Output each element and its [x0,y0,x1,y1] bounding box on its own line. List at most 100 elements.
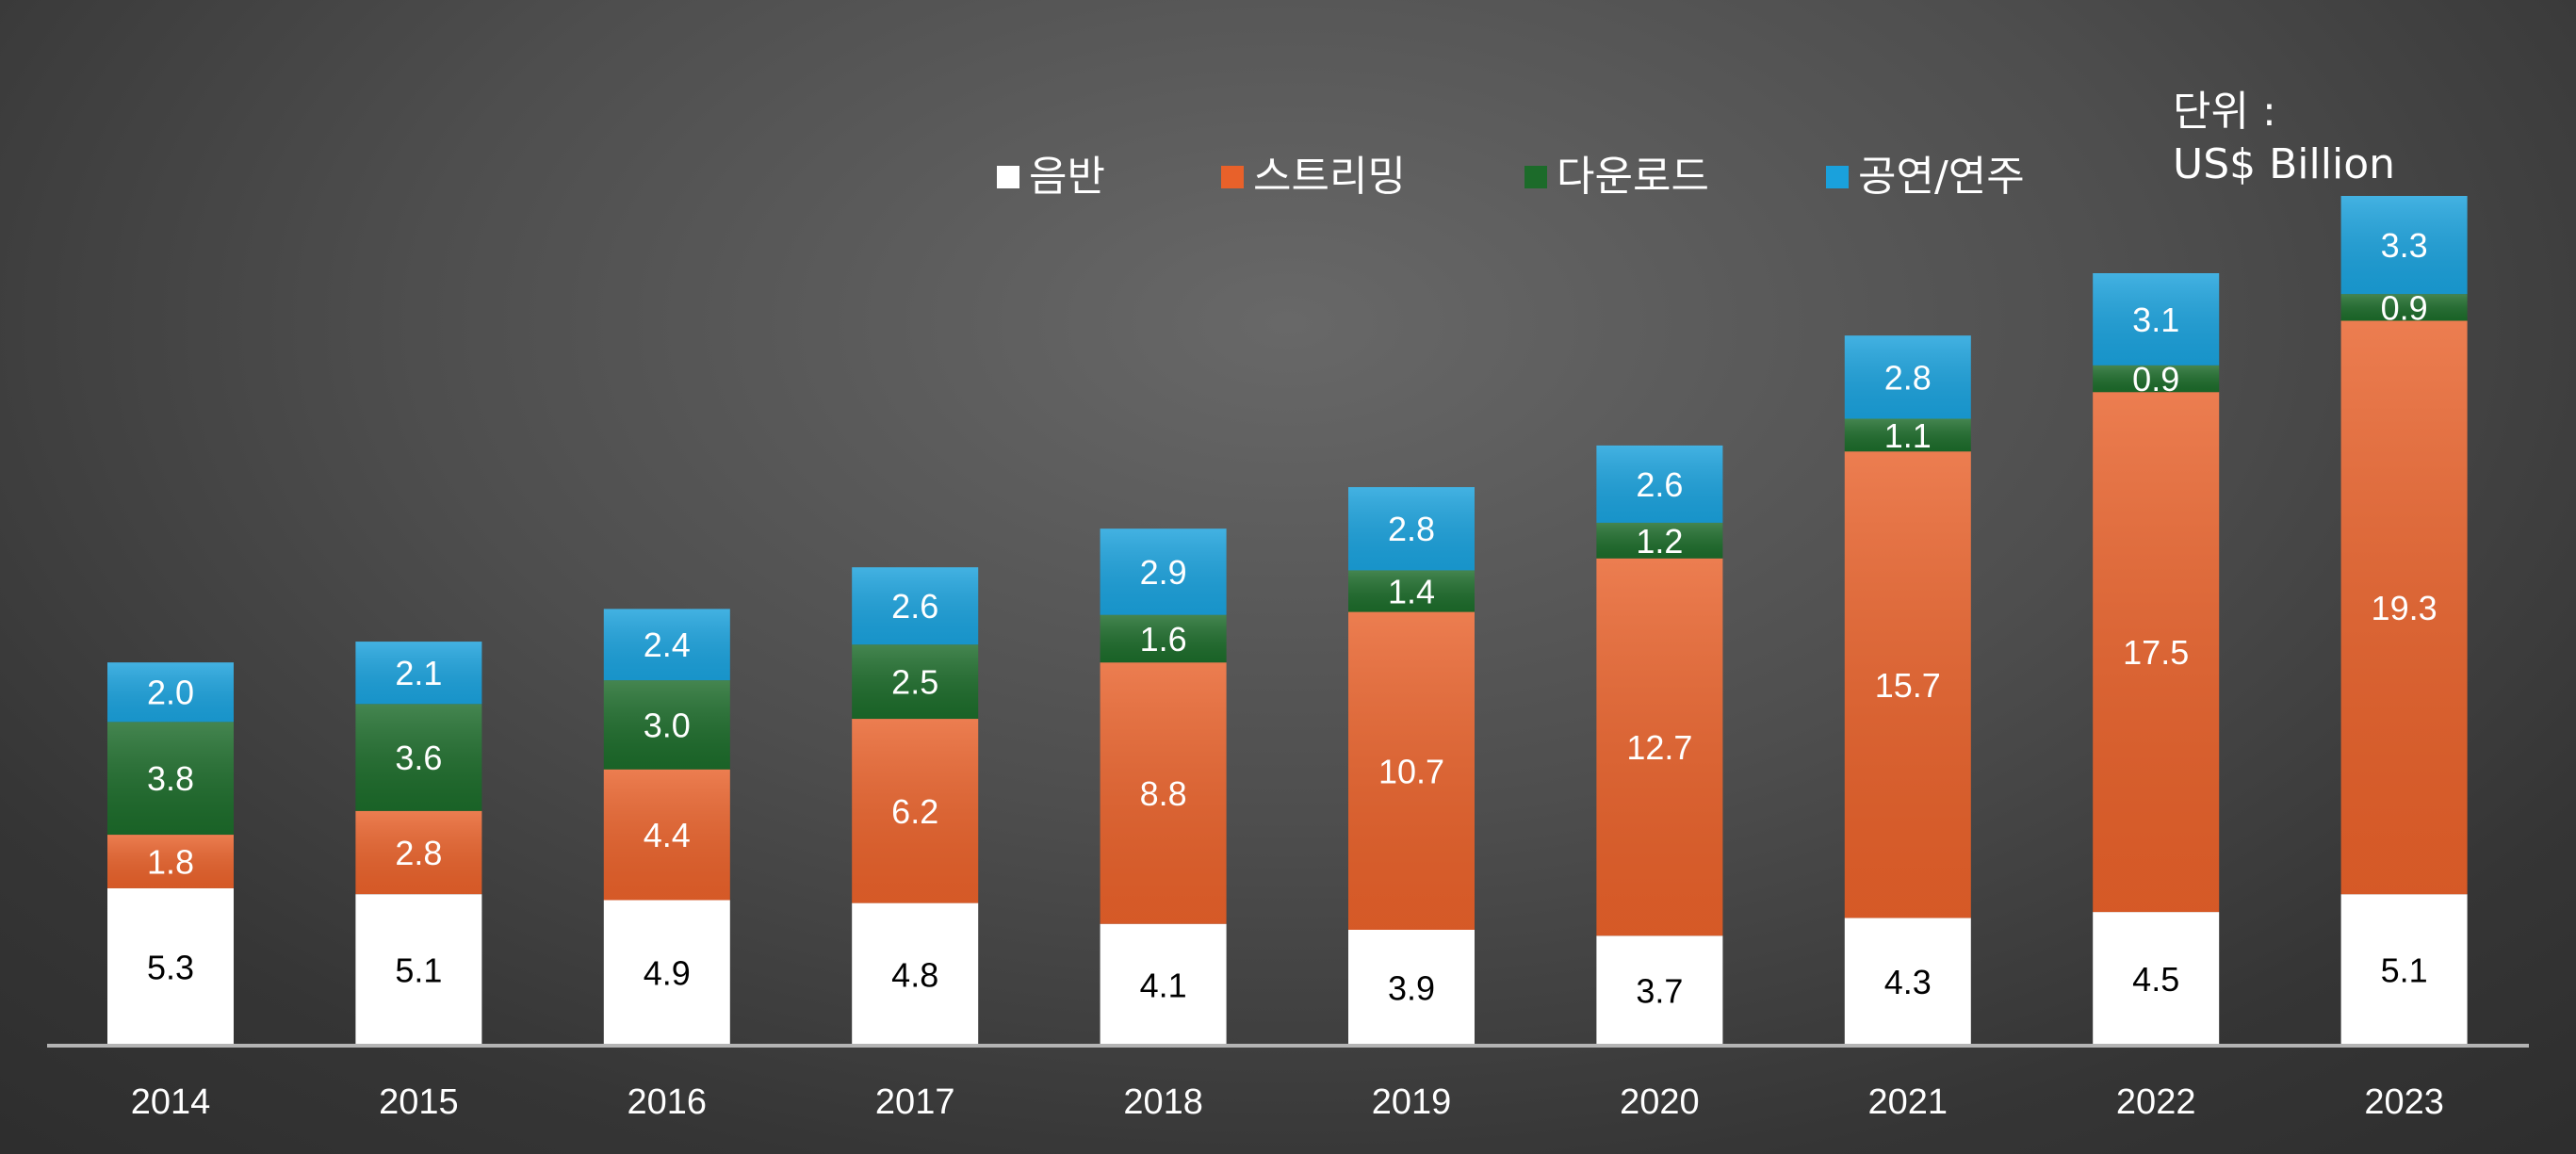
x-tick-label-2017: 2017 [875,1082,955,1122]
data-label-album-2019: 3.9 [1388,969,1435,1008]
data-label-performance-2022: 3.1 [2132,301,2179,339]
data-label-download-2022: 0.9 [2132,360,2179,398]
bar-segment-shade-performance-2018 [1100,528,1227,615]
bar-segment-shade-performance-2019 [1348,487,1475,571]
bar-segment-shade-download-2019 [1348,570,1475,612]
x-tick-label-2023: 2023 [2364,1082,2444,1122]
data-label-streaming-2015: 2.8 [395,834,442,872]
bar-segment-album-2021 [1844,918,1971,1046]
data-label-album-2020: 3.7 [1636,972,1683,1011]
bar-segment-shade-performance-2021 [1844,335,1971,419]
data-label-download-2016: 3.0 [644,706,691,744]
data-label-streaming-2019: 10.7 [1378,752,1444,790]
data-label-album-2018: 4.1 [1140,966,1187,1004]
bar-segment-shade-streaming-2020 [1596,558,1723,936]
legend-label-streaming: 스트리밍 [1253,153,1406,201]
bar-segment-shade-performance-2015 [355,642,482,705]
x-tick-label-2018: 2018 [1123,1082,1203,1122]
bar-segment-shade-performance-2014 [107,662,234,723]
unit-label: 단위 : US$ Billion [2173,88,2395,188]
data-label-performance-2021: 2.8 [1884,358,1932,397]
bar-segment-album-2017 [852,902,979,1046]
data-label-performance-2017: 2.6 [891,587,938,626]
data-label-album-2022: 4.5 [2132,960,2179,999]
data-label-album-2017: 4.8 [891,955,938,994]
data-label-streaming-2020: 12.7 [1626,728,1692,767]
bar-segment-shade-download-2020 [1596,522,1723,559]
bar-segment-shade-download-2014 [107,722,234,835]
data-label-streaming-2023: 19.3 [2372,589,2437,627]
x-tick-label-2020: 2020 [1620,1082,1700,1122]
bar-segment-shade-streaming-2022 [2093,392,2220,913]
legend-swatch-streaming [1221,166,1244,188]
x-tick-label-2014: 2014 [131,1082,211,1122]
bar-segment-shade-download-2023 [2340,294,2468,321]
data-label-download-2021: 1.1 [1884,416,1932,455]
data-label-performance-2020: 2.6 [1636,465,1683,504]
bar-segment-album-2019 [1348,930,1475,1046]
data-label-download-2014: 3.8 [147,759,194,798]
legend-item-performance: 공연/연주 [1826,153,2025,201]
data-label-download-2015: 3.6 [395,739,442,777]
bar-segment-shade-download-2021 [1844,418,1971,452]
data-label-performance-2016: 2.4 [644,626,691,664]
unit-label-line-2: US$ Billion [2173,140,2395,188]
x-tick-label-2016: 2016 [628,1082,708,1122]
bar-segment-album-2022 [2093,912,2220,1046]
data-label-streaming-2016: 4.4 [644,816,691,854]
bar-segment-shade-streaming-2017 [852,719,979,903]
bar-segment-shade-download-2015 [355,704,482,811]
bar-segment-shade-performance-2017 [852,567,979,645]
bar-segment-shade-download-2022 [2093,365,2220,393]
legend: 음반 스트리밍 다운로드 공연/연주 [997,153,2025,201]
data-label-download-2020: 1.2 [1636,522,1683,561]
data-label-streaming-2022: 17.5 [2123,633,2189,672]
x-tick-label-2022: 2022 [2116,1082,2196,1122]
unit-label-line-1: 단위 : [2173,88,2276,136]
data-label-streaming-2021: 15.7 [1875,666,1941,705]
legend-item-download: 다운로드 [1524,153,1709,201]
legend-item-streaming: 스트리밍 [1221,153,1406,201]
bar-segment-shade-performance-2022 [2093,273,2220,366]
data-label-performance-2019: 2.8 [1388,510,1435,548]
legend-label-download: 다운로드 [1557,153,1709,201]
x-tick-label-2015: 2015 [379,1082,459,1122]
bar-segment-shade-streaming-2018 [1100,662,1227,924]
legend-label-album: 음반 [1029,153,1105,201]
data-label-album-2014: 5.3 [147,948,194,986]
bar-segment-album-2018 [1100,923,1227,1046]
bar-segment-shade-performance-2016 [603,609,730,681]
bar-segment-shade-download-2017 [852,644,979,719]
data-label-streaming-2014: 1.8 [147,843,194,882]
bar-segment-shade-download-2016 [603,680,730,770]
bar-segment-shade-streaming-2015 [355,810,482,895]
data-label-streaming-2018: 8.8 [1140,774,1187,813]
data-label-album-2023: 5.1 [2381,951,2428,990]
data-label-download-2017: 2.5 [891,663,938,702]
bars-layer [107,196,2468,1046]
bar-segment-album-2020 [1596,935,1723,1046]
data-label-album-2015: 5.1 [395,951,442,990]
x-tick-label-2019: 2019 [1372,1082,1452,1122]
legend-item-album: 음반 [997,153,1105,201]
data-label-performance-2023: 3.3 [2381,226,2428,265]
legend-swatch-download [1524,166,1547,188]
data-label-download-2019: 1.4 [1388,573,1435,611]
data-label-performance-2014: 2.0 [147,674,194,712]
bar-segment-album-2016 [603,900,730,1046]
legend-swatch-album [997,166,1019,188]
bar-segment-shade-performance-2020 [1596,445,1723,523]
bar-segment-shade-streaming-2014 [107,835,234,888]
bar-segment-shade-streaming-2019 [1348,611,1475,930]
bar-segment-shade-streaming-2016 [603,769,730,901]
data-label-album-2016: 4.9 [644,954,691,993]
bar-segment-shade-streaming-2023 [2340,320,2468,895]
x-tick-label-2021: 2021 [1868,1082,1948,1122]
bar-segment-shade-download-2018 [1100,614,1227,663]
bar-segment-shade-streaming-2021 [1844,451,1971,918]
data-label-performance-2018: 2.9 [1140,553,1187,592]
legend-label-performance: 공연/연주 [1858,153,2025,201]
data-labels-layer: 5.3 1.8 3.8 2.0 5.1 2.8 3.6 2.1 4.9 4.4 3.0 2.4 4.8 6… [147,226,2437,1011]
data-label-streaming-2017: 6.2 [891,792,938,831]
